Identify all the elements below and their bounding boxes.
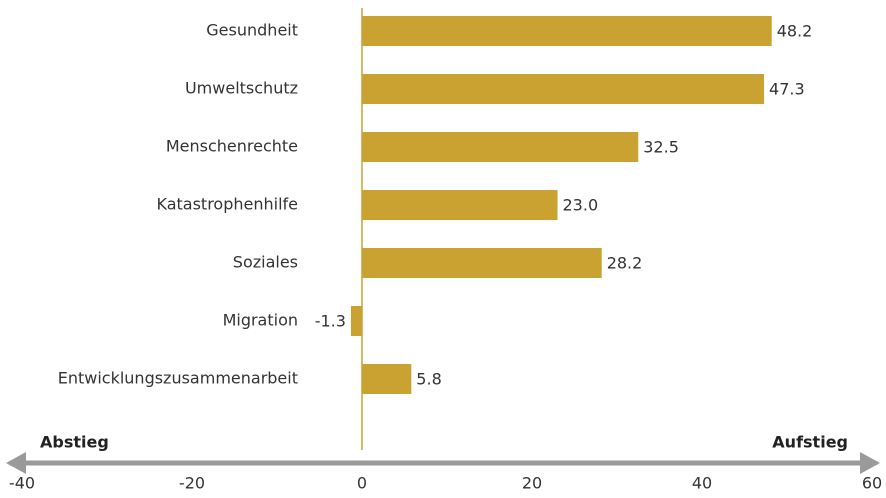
category-label: Migration xyxy=(223,311,298,330)
x-tick-label: -20 xyxy=(179,474,205,493)
category-label: Katastrophenhilfe xyxy=(156,195,298,214)
bar xyxy=(350,306,362,336)
bar xyxy=(362,190,558,220)
bar xyxy=(362,248,602,278)
bar xyxy=(362,16,772,46)
value-label: 28.2 xyxy=(607,254,643,273)
arrow-head-right xyxy=(860,452,880,474)
annotation-right: Aufstieg xyxy=(772,433,848,452)
value-label: -1.3 xyxy=(315,312,346,331)
x-tick-label: -40 xyxy=(9,474,35,493)
bar xyxy=(362,74,765,104)
category-label: Soziales xyxy=(233,253,298,272)
category-label: Gesundheit xyxy=(206,21,298,40)
value-label: 32.5 xyxy=(643,138,679,157)
category-label: Menschenrechte xyxy=(166,137,298,156)
x-tick-label: 20 xyxy=(522,474,542,493)
category-label: Entwicklungszusammenarbeit xyxy=(58,369,298,388)
category-label: Umweltschutz xyxy=(185,79,298,98)
x-tick-label: 60 xyxy=(862,474,882,493)
x-tick-label: 0 xyxy=(357,474,367,493)
value-label: 47.3 xyxy=(769,80,805,99)
value-label: 48.2 xyxy=(777,22,813,41)
value-label: 23.0 xyxy=(563,196,599,215)
arrow-head-left xyxy=(6,452,26,474)
bar xyxy=(362,364,412,394)
annotation-left: Abstieg xyxy=(40,433,109,452)
x-tick-label: 40 xyxy=(692,474,712,493)
bar xyxy=(362,132,639,162)
value-label: 5.8 xyxy=(416,370,441,389)
